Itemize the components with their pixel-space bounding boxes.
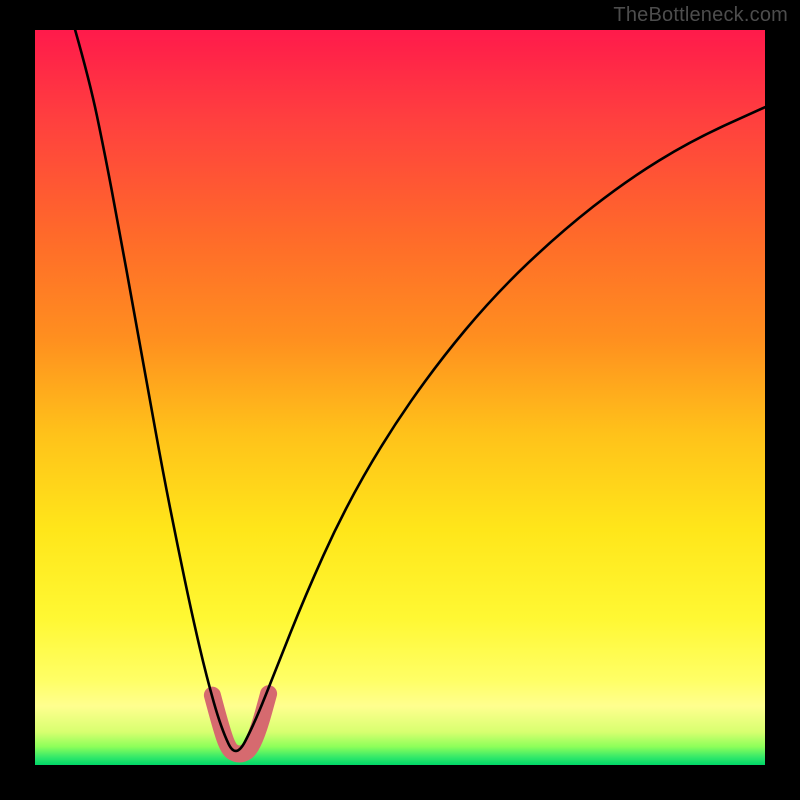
chart-stage: TheBottleneck.com <box>0 0 800 800</box>
plot-background <box>35 30 765 765</box>
watermark-text: TheBottleneck.com <box>613 4 788 27</box>
bottleneck-chart <box>0 0 800 800</box>
